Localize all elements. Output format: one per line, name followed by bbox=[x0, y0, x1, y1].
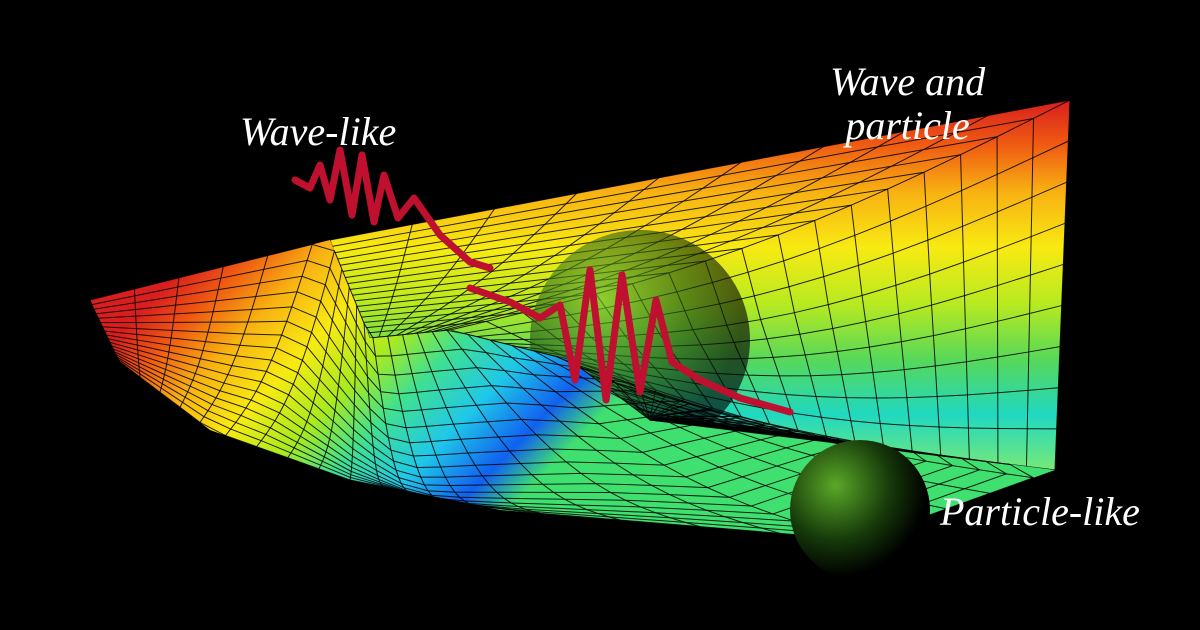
label-particle-like: Particle-like bbox=[940, 490, 1140, 534]
label-wave-like: Wave-like bbox=[240, 110, 396, 154]
label-wave-and-particle: Wave and particle bbox=[830, 60, 985, 148]
diagram-stage: Wave-like Wave and particle Particle-lik… bbox=[0, 0, 1200, 630]
particle-sphere bbox=[790, 440, 930, 580]
surface-svg bbox=[0, 0, 1200, 630]
